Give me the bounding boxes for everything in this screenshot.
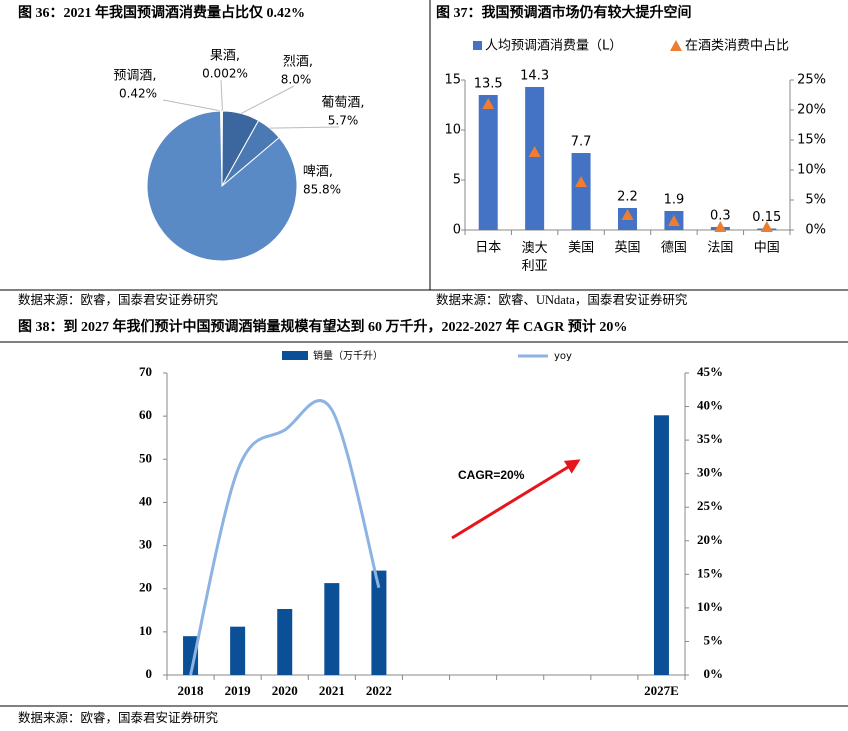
x-tick-label: 2019 [225, 683, 252, 698]
legend-label: 人均预调酒消费量（L） [485, 39, 622, 54]
share-marker [760, 221, 773, 232]
x-tick-label: 2027E [644, 683, 679, 698]
figure-title: 图 37：我国预调酒市场仍有较大提升空间 [436, 4, 692, 21]
x-tick-label: 2022 [366, 683, 392, 698]
bar [525, 87, 545, 230]
bar [478, 95, 498, 230]
y2-tick-label: 20% [697, 532, 723, 547]
bar [183, 636, 199, 675]
leader-line [269, 126, 340, 129]
y2-tick-label: 5% [704, 632, 724, 647]
y2-tick-label: 15% [797, 133, 826, 148]
y-tick-label: 0 [453, 223, 461, 238]
x-tick-label: 2020 [272, 683, 298, 698]
slice-value: 0.42% [119, 87, 157, 101]
share-marker [528, 146, 541, 157]
x-tick-label: 2021 [319, 683, 345, 698]
figure-title: 图 36：2021 年我国预调酒消费量占比仅 0.42% [18, 4, 305, 21]
data-label: 7.7 [571, 135, 592, 150]
x-tick-label: 德国 [661, 241, 687, 256]
slice-value: 0.002% [202, 67, 248, 81]
legend-swatch [473, 41, 482, 50]
x-tick-label: 中国 [754, 241, 780, 256]
slice-label: 葡萄酒, [321, 96, 364, 111]
y-tick-label: 5 [453, 173, 461, 188]
slice-value: 8.0% [281, 73, 312, 87]
leader-line [162, 99, 222, 112]
yoy-line [189, 399, 381, 676]
slice-label: 啤酒, [303, 165, 333, 180]
bar [653, 415, 669, 675]
y-tick-label: 50 [139, 450, 152, 465]
slice-label: 烈酒, [283, 55, 313, 70]
y2-tick-label: 0% [805, 223, 826, 238]
annotation: CAGR=20% [458, 468, 525, 482]
y2-tick-label: 45% [697, 364, 723, 379]
bar [571, 153, 591, 230]
bar [324, 583, 340, 675]
figure-title: 图 38：到 2027 年我们预计中国预调酒销量规模有望达到 60 万千升，20… [18, 318, 627, 335]
legend-label: 在酒类消费中占比 [685, 39, 789, 54]
legend-swatch [282, 351, 308, 360]
y-tick-label: 10 [139, 623, 152, 638]
share-marker [714, 221, 727, 232]
x-tick-label: 日本 [475, 241, 501, 256]
y2-tick-label: 40% [697, 398, 723, 413]
y2-tick-label: 10% [797, 163, 826, 178]
y2-tick-label: 25% [697, 498, 723, 513]
data-label: 0.15 [752, 210, 781, 225]
data-label: 1.9 [664, 193, 685, 208]
y-tick-label: 20 [139, 580, 152, 595]
data-label: 0.3 [710, 209, 731, 224]
y2-tick-label: 10% [697, 599, 723, 614]
share-marker [575, 176, 588, 187]
x-tick-label: 英国 [614, 241, 640, 256]
y-tick-label: 40 [139, 493, 152, 508]
slice-value: 5.7% [328, 114, 359, 128]
y-tick-label: 60 [139, 407, 152, 422]
data-label: 2.2 [617, 190, 638, 205]
legend-swatch [670, 40, 682, 51]
y2-tick-label: 20% [797, 103, 826, 118]
y2-tick-label: 35% [697, 431, 723, 446]
x-tick-label: 澳大利亚 [522, 240, 548, 274]
data-label: 14.3 [520, 69, 549, 84]
x-tick-label: 2018 [178, 683, 205, 698]
y-tick-label: 70 [139, 364, 152, 379]
y-tick-label: 10 [444, 123, 461, 138]
slice-label: 果酒, [210, 49, 240, 64]
legend-label: yoy [554, 351, 572, 362]
cagr-arrow [451, 459, 581, 540]
bar [277, 608, 293, 675]
source-note: 数据来源：欧睿，国泰君安证券研究 [18, 710, 219, 725]
bar [371, 570, 387, 675]
share-marker [667, 215, 680, 226]
share-marker [621, 209, 634, 220]
y-tick-label: 30 [139, 537, 152, 552]
y2-tick-label: 25% [797, 73, 826, 88]
source-note: 数据来源：欧睿、UNdata，国泰君安证券研究 [436, 292, 688, 307]
x-tick-label: 美国 [568, 241, 594, 256]
y-tick-label: 15 [444, 73, 461, 88]
y2-tick-label: 0% [704, 666, 724, 681]
data-label: 13.5 [474, 77, 503, 92]
slice-value: 85.8% [303, 183, 341, 197]
bar [230, 626, 246, 675]
source-note: 数据来源：欧睿，国泰君安证券研究 [18, 292, 219, 307]
pie-slice [146, 110, 298, 262]
x-tick-label: 法国 [707, 241, 733, 256]
y-tick-label: 0 [146, 666, 153, 681]
y2-tick-label: 5% [805, 193, 826, 208]
legend-label: 销量（万千升） [313, 349, 383, 362]
leader-line [240, 85, 295, 114]
slice-label: 预调酒, [113, 69, 156, 84]
share-marker [482, 98, 495, 109]
leader-line [220, 79, 223, 112]
y2-tick-label: 30% [697, 465, 723, 480]
y2-tick-label: 15% [697, 565, 723, 580]
